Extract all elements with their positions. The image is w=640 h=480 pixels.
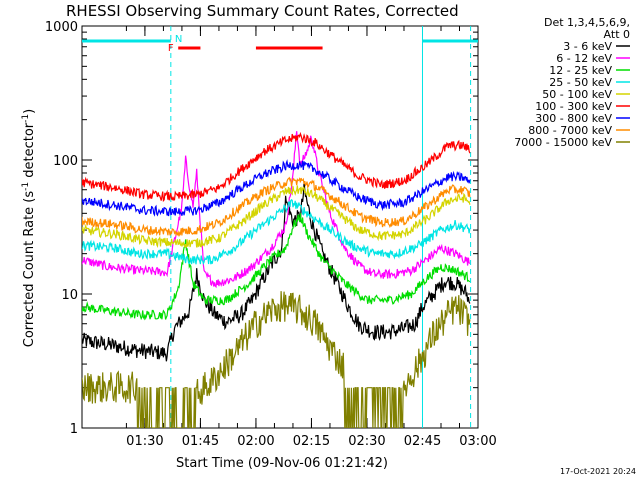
series-line [82,185,471,248]
x-tick-label: 03:00 [459,434,496,449]
x-tick-label: 01:45 [182,434,219,449]
legend-label: 800 - 7000 keV [528,124,612,137]
y-axis-label: Corrected Count Rate (s-1 detector-1) [21,109,37,347]
legend-label: 25 - 50 keV [549,76,612,89]
legend-label: 6 - 12 keV [556,52,612,65]
legend-label: 100 - 300 keV [535,100,612,113]
y-tick-label: 1 [70,422,78,437]
night-label: N [175,34,182,45]
y-axis-label-sup2: -1 [21,114,31,123]
plot-frame [81,25,479,429]
legend-label: 12 - 25 keV [549,64,612,77]
series-line [82,159,471,217]
y-tick-label: 100 [53,154,78,169]
series-line [82,291,471,428]
y-tick-label: 1000 [45,20,78,35]
x-tick-label: 01:30 [126,434,163,449]
flare-label: F [168,43,174,54]
series-line [82,213,471,321]
legend-label: 3 - 6 keV [563,40,612,53]
x-tick-label: 02:00 [237,434,274,449]
series-line [82,131,471,203]
series-line [82,198,471,265]
y-axis-label-sup1: -1 [21,182,31,191]
y-axis-label-mid: detector [22,122,37,182]
legend-label: 7000 - 15000 keV [514,136,612,149]
y-axis-label-end: ) [22,109,37,114]
legend-header-2: Att 0 [604,28,630,41]
chart-title: RHESSI Observing Summary Count Rates, Co… [66,2,459,20]
plot-area: 1 10 100 1000 01:30 01:45 02:00 02:15 02:30 02:45… [45,20,497,449]
timestamp: 17-Oct-2021 20:24 [560,467,636,476]
legend-header-1: Det 1,3,4,5,6,9, [544,16,630,29]
x-tick-label: 02:15 [293,434,330,449]
legend-label: 300 - 800 keV [535,112,612,125]
x-tick-label: 02:45 [404,434,441,449]
x-axis-label: Start Time (09-Nov-06 01:21:42) [176,456,388,471]
x-tick-label: 02:30 [348,434,385,449]
series-line [82,182,471,362]
y-axis-label-main: Corrected Count Rate (s [22,191,37,348]
series-line [82,176,471,237]
y-tick-label: 10 [61,288,78,303]
legend-label: 50 - 100 keV [542,88,612,101]
series-line [82,131,471,289]
